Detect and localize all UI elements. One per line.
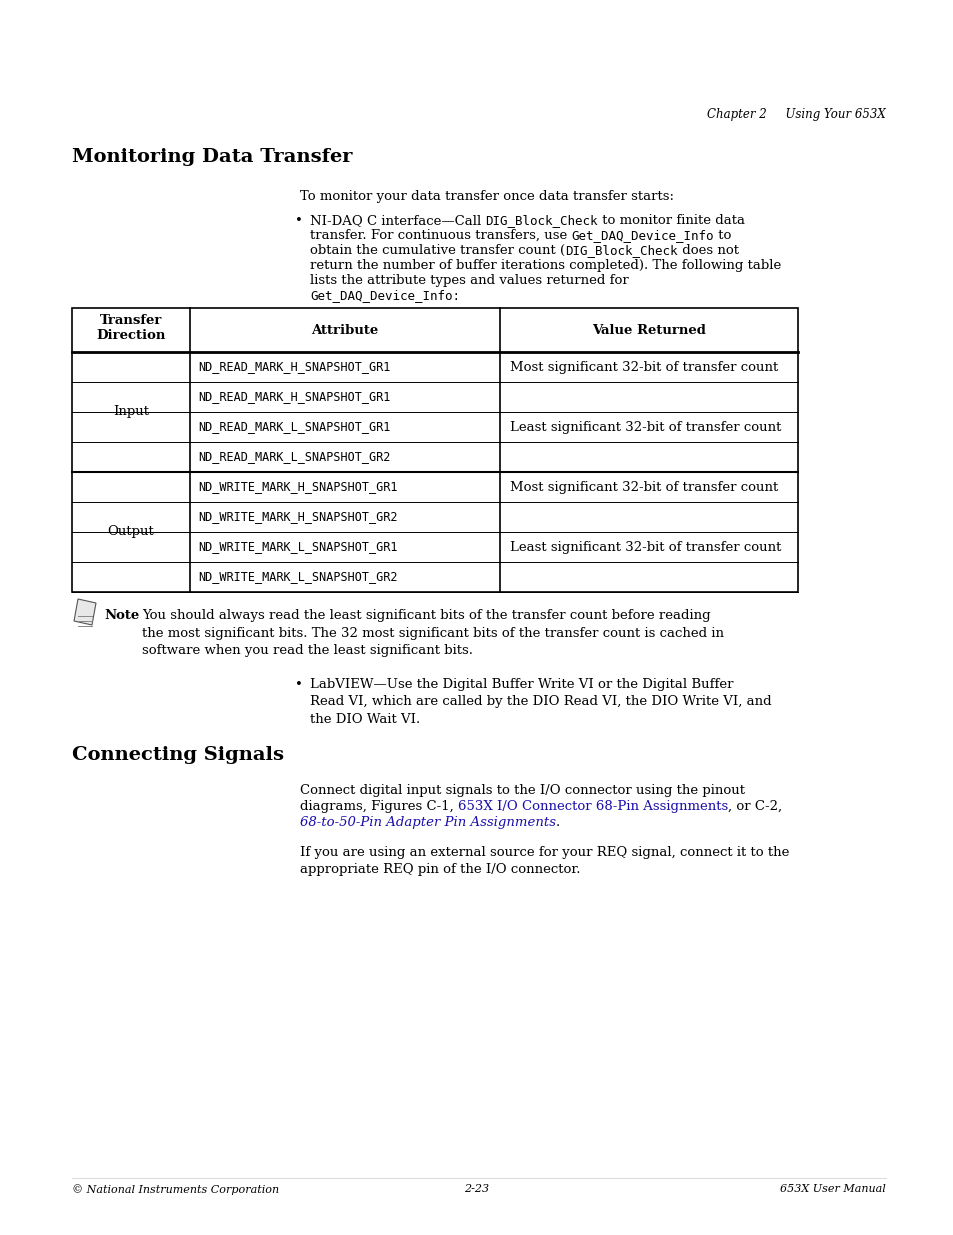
Text: Get_DAQ_Device_Info: Get_DAQ_Device_Info — [571, 228, 713, 242]
Text: 2-23: 2-23 — [464, 1184, 489, 1194]
Text: Value Returned: Value Returned — [592, 324, 705, 336]
Text: To monitor your data transfer once data transfer starts:: To monitor your data transfer once data … — [299, 190, 673, 203]
Text: ND_WRITE_MARK_H_SNAPSHOT_GR1: ND_WRITE_MARK_H_SNAPSHOT_GR1 — [198, 480, 397, 494]
Text: Chapter 2     Using Your 653X: Chapter 2 Using Your 653X — [706, 107, 885, 121]
Text: diagrams, Figures C-1,: diagrams, Figures C-1, — [299, 800, 457, 813]
Text: Most significant 32-bit of transfer count: Most significant 32-bit of transfer coun… — [510, 480, 778, 494]
Text: ND_WRITE_MARK_H_SNAPSHOT_GR2: ND_WRITE_MARK_H_SNAPSHOT_GR2 — [198, 510, 397, 524]
Text: DIG_Block_Check: DIG_Block_Check — [564, 245, 677, 257]
Text: Least significant 32-bit of transfer count: Least significant 32-bit of transfer cou… — [510, 420, 781, 433]
Text: DIG_Block_Check: DIG_Block_Check — [485, 214, 598, 227]
Text: ND_READ_MARK_L_SNAPSHOT_GR2: ND_READ_MARK_L_SNAPSHOT_GR2 — [198, 451, 390, 463]
Text: Attribute: Attribute — [311, 324, 378, 336]
Text: , or C-2,: , or C-2, — [727, 800, 781, 813]
Text: .: . — [556, 816, 559, 829]
Text: transfer. For continuous transfers, use: transfer. For continuous transfers, use — [310, 228, 571, 242]
Text: ND_WRITE_MARK_L_SNAPSHOT_GR2: ND_WRITE_MARK_L_SNAPSHOT_GR2 — [198, 571, 397, 583]
Text: ND_READ_MARK_L_SNAPSHOT_GR1: ND_READ_MARK_L_SNAPSHOT_GR1 — [198, 420, 390, 433]
Text: ND_WRITE_MARK_L_SNAPSHOT_GR1: ND_WRITE_MARK_L_SNAPSHOT_GR1 — [198, 541, 397, 553]
Text: return the number of buffer iterations completed). The following table: return the number of buffer iterations c… — [310, 259, 781, 272]
Text: © National Instruments Corporation: © National Instruments Corporation — [71, 1184, 279, 1194]
Text: Monitoring Data Transfer: Monitoring Data Transfer — [71, 148, 352, 165]
Text: lists the attribute types and values returned for: lists the attribute types and values ret… — [310, 274, 628, 287]
Text: Output: Output — [108, 526, 154, 538]
Text: •: • — [294, 214, 302, 227]
Text: LabVIEW—Use the Digital Buffer Write VI or the Digital Buffer
Read VI, which are: LabVIEW—Use the Digital Buffer Write VI … — [310, 678, 771, 726]
Text: Most significant 32-bit of transfer count: Most significant 32-bit of transfer coun… — [510, 361, 778, 373]
Text: 68-to-50-Pin Adapter Pin Assignments: 68-to-50-Pin Adapter Pin Assignments — [299, 816, 556, 829]
Bar — [71, 308, 797, 592]
Text: to monitor finite data: to monitor finite data — [598, 214, 744, 227]
Text: Input: Input — [112, 405, 149, 419]
Text: obtain the cumulative transfer count (: obtain the cumulative transfer count ( — [310, 245, 564, 257]
Text: Connect digital input signals to the I/O connector using the pinout: Connect digital input signals to the I/O… — [299, 784, 744, 797]
Text: does not: does not — [677, 245, 738, 257]
Text: Note: Note — [104, 609, 139, 622]
Polygon shape — [74, 599, 96, 625]
Text: Get_DAQ_Device_Info:: Get_DAQ_Device_Info: — [310, 289, 459, 303]
Text: ND_READ_MARK_H_SNAPSHOT_GR1: ND_READ_MARK_H_SNAPSHOT_GR1 — [198, 361, 390, 373]
Text: If you are using an external source for your REQ signal, connect it to the
appro: If you are using an external source for … — [299, 846, 788, 877]
Text: 653X User Manual: 653X User Manual — [780, 1184, 885, 1194]
Text: You should always read the least significant bits of the transfer count before r: You should always read the least signifi… — [142, 609, 723, 657]
Text: Least significant 32-bit of transfer count: Least significant 32-bit of transfer cou… — [510, 541, 781, 553]
Text: ND_READ_MARK_H_SNAPSHOT_GR1: ND_READ_MARK_H_SNAPSHOT_GR1 — [198, 390, 390, 404]
Text: NI-DAQ C interface—Call: NI-DAQ C interface—Call — [310, 214, 485, 227]
Text: Transfer
Direction: Transfer Direction — [96, 314, 166, 342]
Text: 653X I/O Connector 68-Pin Assignments: 653X I/O Connector 68-Pin Assignments — [457, 800, 727, 813]
Text: to: to — [713, 228, 731, 242]
Text: Connecting Signals: Connecting Signals — [71, 746, 284, 764]
Text: •: • — [294, 678, 302, 692]
